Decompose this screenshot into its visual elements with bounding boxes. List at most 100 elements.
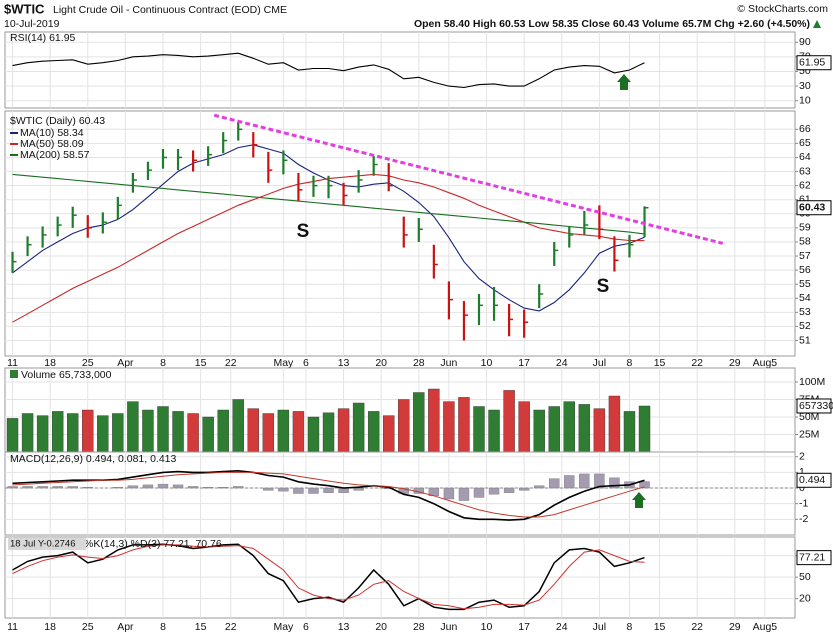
signal-arrow	[632, 492, 646, 508]
x-tick-label: 25	[82, 357, 94, 369]
x-tick-label: Aug5	[753, 357, 778, 369]
y-tick-label: 50	[799, 571, 811, 583]
x-tick-label: 17	[518, 357, 530, 369]
volume-bar	[82, 409, 94, 453]
y-tick-label: 58	[799, 236, 811, 248]
y-tick-label: 50	[799, 65, 811, 77]
y-tick-label: 65	[799, 137, 811, 149]
rsi-line	[12, 52, 645, 89]
volume-bar	[247, 408, 259, 453]
histogram-bar	[639, 481, 650, 489]
y-tick-label: 52	[799, 320, 811, 332]
up-arrow	[813, 20, 821, 28]
volume-bar	[217, 409, 229, 453]
volume-bar	[563, 401, 575, 453]
legend: RSI(14) 61.95	[10, 32, 76, 44]
date: 10-Jul-2019	[4, 18, 60, 30]
volume-bar	[548, 406, 560, 453]
y-tick-label: 63	[799, 165, 811, 177]
x-tick-label: 22	[225, 621, 237, 633]
volume-bar	[142, 409, 154, 453]
volume-bar	[443, 401, 455, 453]
x-tick-label: 15	[654, 621, 666, 633]
histogram-bar	[518, 487, 530, 491]
x-tick-label: Jul	[593, 621, 606, 633]
volume-bar	[51, 411, 64, 453]
volume-bar	[67, 413, 79, 453]
y-tick-label: 51	[799, 334, 811, 346]
pattern-label: S	[597, 276, 610, 297]
volume-bar	[187, 413, 199, 453]
histogram-bar	[202, 487, 214, 489]
y-tick-label: 59	[799, 222, 811, 234]
volume-bar	[21, 413, 34, 453]
legend: MA(50) 58.09	[20, 138, 84, 150]
volume-bar	[623, 411, 636, 453]
y-tick-label: 62	[799, 179, 811, 191]
volume-bar	[352, 402, 365, 453]
moving-average	[12, 173, 645, 235]
histogram-bar	[458, 487, 470, 501]
histogram-bar	[533, 485, 545, 489]
quote: Open 58.40 High 60.53 Low 58.35 Close 60…	[414, 18, 810, 30]
value-callout-box	[796, 398, 832, 414]
histogram-bar	[308, 487, 319, 494]
x-tick-label: 13	[338, 357, 350, 369]
volume-bar	[277, 409, 290, 453]
volume-bar	[593, 408, 606, 453]
x-tick-label: 29	[729, 621, 741, 633]
legend: MA(200) 58.57	[20, 149, 90, 161]
y-tick-label: 30	[799, 80, 811, 92]
y-tick-label: 50M	[799, 411, 819, 423]
histogram-bar	[353, 487, 364, 491]
volume-bar	[503, 390, 515, 453]
value-callout: 0.494	[799, 474, 825, 486]
histogram-bar	[323, 487, 334, 493]
volume-bar	[6, 418, 19, 453]
y-tick-label: -2	[799, 513, 808, 525]
x-tick-label: 20	[375, 357, 387, 369]
volume-bar	[473, 406, 485, 453]
histogram-bar	[594, 473, 605, 489]
histogram-bar	[278, 487, 289, 492]
x-tick-label: May	[273, 621, 294, 633]
x-tick-label: 15	[195, 621, 207, 633]
histogram-bar	[549, 478, 560, 489]
histogram-bar	[263, 487, 274, 491]
value-callout: 60.43	[799, 202, 825, 214]
volume-bar	[262, 413, 275, 453]
volume-bar	[157, 406, 169, 453]
x-tick-label: 8	[627, 621, 633, 633]
plots: 1030507090RSI(14) 61.9561.95515253545556…	[4, 31, 833, 633]
volume-bar	[533, 409, 545, 453]
volume-bar	[413, 392, 425, 453]
credit: © StockCharts.com	[737, 3, 828, 15]
x-tick-label: 22	[225, 357, 237, 369]
value-callout-box	[796, 55, 832, 71]
x-tick-label: 24	[556, 621, 568, 633]
x-tick-label: 6	[303, 621, 309, 633]
volume-bar	[458, 397, 470, 453]
x-tick-label: Aug5	[753, 621, 778, 633]
y-tick-label: 1	[799, 466, 805, 478]
legend-swatch	[10, 370, 18, 378]
x-tick-label: 20	[375, 621, 387, 633]
stoch-line	[12, 543, 645, 611]
pattern-label: S	[297, 221, 310, 242]
y-tick-label: 0	[799, 482, 805, 494]
x-tick-label: 8	[627, 357, 633, 369]
y-tick-label: 55	[799, 278, 811, 290]
legend: %K(14,3) %D(3) 77.21, 70.76	[84, 538, 222, 550]
histogram-bar	[488, 487, 500, 495]
y-tick-label: 53	[799, 306, 811, 318]
x-tick-label: 13	[338, 621, 350, 633]
value-callout: 61.95	[799, 57, 825, 69]
tooltip-box	[8, 538, 86, 550]
x-tick-label: 17	[518, 621, 530, 633]
volume-bar	[232, 399, 244, 453]
value-callout-box	[796, 200, 832, 216]
histogram-bar	[293, 487, 304, 494]
x-tick-label: 6	[303, 357, 309, 369]
volume-bar	[608, 395, 621, 453]
